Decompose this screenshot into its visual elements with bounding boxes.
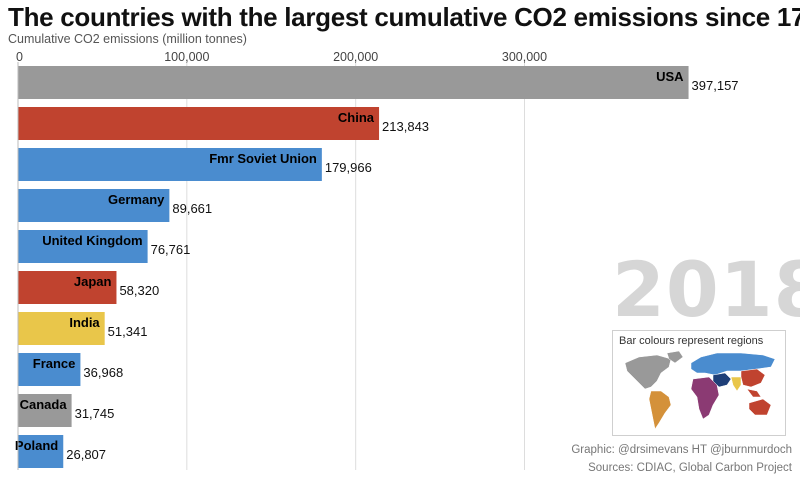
bar (18, 148, 322, 181)
legend-region-east-asia (740, 368, 766, 388)
value-label: 36,968 (83, 365, 123, 380)
year-label: 2018 (612, 245, 800, 334)
value-label: 76,761 (151, 242, 191, 257)
value-label: 51,341 (108, 324, 148, 339)
legend-region-africa (690, 376, 720, 420)
bar (18, 230, 148, 263)
bar-label: India (69, 315, 100, 330)
bar-label: China (338, 110, 375, 125)
value-label: 213,843 (382, 119, 429, 134)
bar (18, 353, 81, 386)
bar (18, 435, 64, 468)
world-map-legend (624, 350, 776, 430)
legend-region-north-america (624, 354, 672, 390)
legend-region-south-asia (730, 376, 742, 392)
legend-region-greenland (666, 350, 684, 364)
bar (18, 107, 380, 140)
sources-text: Sources: CDIAC, Global Carbon Project (588, 462, 792, 474)
bar-label: United Kingdom (42, 233, 142, 248)
bar-label: Germany (108, 192, 165, 207)
value-label: 179,966 (325, 160, 372, 175)
value-label: 26,807 (66, 447, 106, 462)
legend-region-europe-russia (690, 352, 776, 376)
bar (18, 271, 117, 304)
legend-region-se-asia (746, 388, 762, 398)
bar (18, 189, 170, 222)
x-axis-title: Cumulative CO2 emissions (million tonnes… (8, 32, 247, 46)
credit-text: Graphic: @drsimevans HT @jburnmurdoch (571, 444, 792, 456)
bar-label: Japan (74, 274, 112, 289)
x-tick-label: 300,000 (502, 50, 547, 64)
legend-title: Bar colours represent regions (619, 335, 764, 347)
value-label: 397,157 (692, 78, 739, 93)
bar-label: Fmr Soviet Union (209, 151, 317, 166)
legend-region-oceania (748, 398, 772, 416)
bar-label: Poland (15, 438, 58, 453)
legend-region-south-america (648, 390, 672, 430)
bar (18, 394, 72, 427)
chart-title: The countries with the largest cumulativ… (8, 2, 800, 32)
x-tick-label: 200,000 (333, 50, 378, 64)
x-tick-label: 100,000 (164, 50, 209, 64)
bar-label: Canada (20, 397, 68, 412)
value-label: 58,320 (119, 283, 159, 298)
value-label: 31,745 (75, 406, 115, 421)
x-tick-label: 0 (16, 50, 23, 64)
region-legend: Bar colours represent regions (612, 330, 786, 436)
bar-label: France (33, 356, 76, 371)
value-label: 89,661 (172, 201, 212, 216)
bar (18, 66, 689, 99)
bar-label: USA (656, 69, 684, 84)
bar (18, 312, 105, 345)
